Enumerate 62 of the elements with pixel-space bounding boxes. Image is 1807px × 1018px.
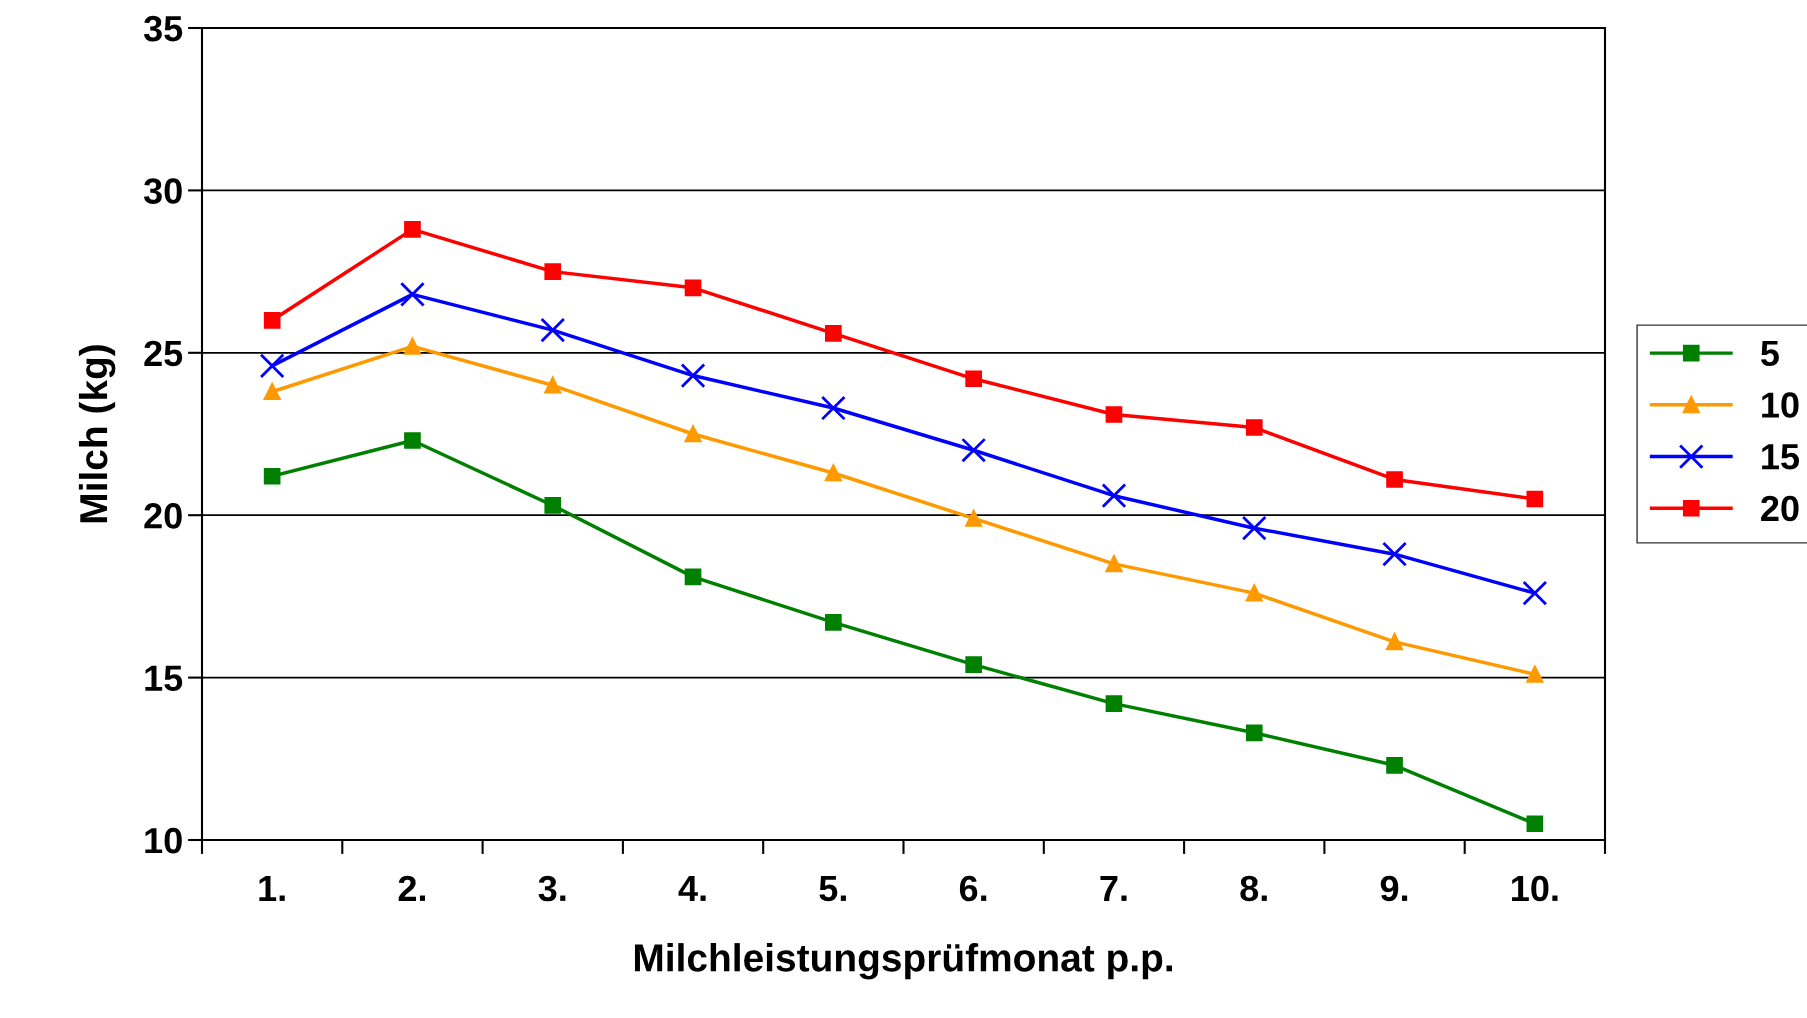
point [404,337,421,355]
legend-label: 20 [1761,495,1799,522]
point [825,464,842,482]
point [684,568,702,586]
point [965,510,982,527]
point [540,317,566,343]
x-tick-label: 4. [678,876,706,901]
point [1245,584,1263,602]
point [1105,695,1123,712]
point [1382,541,1408,567]
legend-label: 5 [1760,340,1779,367]
point [961,437,987,463]
point [965,656,982,673]
point [399,281,425,307]
x-tick-label: 2. [398,875,426,901]
point [263,311,281,329]
point [825,324,842,342]
point [1385,631,1404,651]
x-tick-label: 10. [1512,875,1558,902]
point [1526,666,1544,683]
x-tick-label: 3. [538,875,566,902]
point [684,425,702,443]
point [544,497,562,514]
point [1245,724,1263,742]
point [404,221,421,238]
point [680,363,706,389]
point [544,263,562,280]
legend-label: 10 [1762,392,1799,418]
y-axis-title: Milch (kg) [78,345,116,523]
point [263,467,281,485]
y-tick-label: 35 [143,15,183,42]
y-tick-label: 15 [145,665,183,692]
point [1245,419,1263,436]
point [263,383,281,401]
point [1241,515,1267,541]
x-tick-label: 6. [959,875,987,902]
point [404,432,421,449]
point [825,614,842,631]
x-tick-label: 9. [1380,875,1408,902]
point [1526,815,1544,833]
y-tick-label: 20 [144,503,182,529]
point [1526,490,1544,508]
legend-label: 15 [1762,444,1800,470]
point [1101,483,1127,509]
x-tick-label: 8. [1240,875,1267,902]
point [684,279,702,297]
point [259,353,285,379]
x-tick-label: 1. [259,876,285,901]
y-tick-label: 30 [143,178,182,204]
point [1104,553,1123,573]
point [820,395,846,421]
x-tick-label: 5. [819,876,846,902]
y-tick-label: 25 [144,340,183,367]
y-tick-label: 10 [145,827,182,854]
x-axis-title: Milchleistungsprüfmonat p.p. [634,943,1172,980]
point [1386,471,1403,488]
point [1105,406,1123,423]
point [965,370,982,388]
point [1522,580,1548,606]
x-tick-label: 7. [1100,876,1127,901]
point [544,376,562,394]
point [1386,756,1403,774]
